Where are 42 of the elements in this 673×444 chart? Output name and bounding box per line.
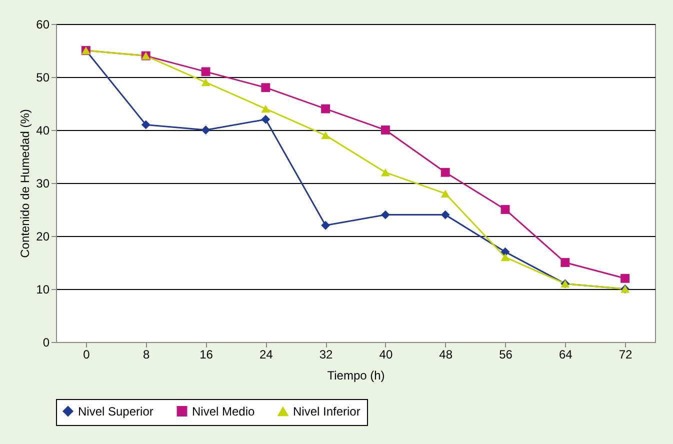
point xyxy=(500,205,510,214)
point xyxy=(380,126,390,134)
y-tick-label: 0 xyxy=(42,336,50,350)
point xyxy=(380,168,390,176)
y-tick-label: 20 xyxy=(36,230,50,244)
point xyxy=(201,78,210,86)
y-tick-label: 40 xyxy=(36,124,50,138)
point xyxy=(321,220,330,230)
point xyxy=(321,104,330,114)
x-tick-label: 64 xyxy=(558,348,573,362)
x-tick-label: 72 xyxy=(618,348,633,362)
y-tick-label: 50 xyxy=(36,70,50,84)
point xyxy=(201,67,210,76)
x-tick-label: 56 xyxy=(499,348,513,362)
y-tick-label: 10 xyxy=(36,282,50,296)
point xyxy=(440,190,450,198)
point xyxy=(380,210,390,220)
point xyxy=(261,114,270,124)
legend-label: Nivel Superior xyxy=(78,404,154,418)
y-tick-label: 30 xyxy=(36,176,50,190)
point xyxy=(201,126,210,134)
point xyxy=(261,83,270,92)
x-axis-title: Tiempo (h) xyxy=(327,368,385,382)
x-tick-label: 0 xyxy=(83,348,90,362)
legend-label: Nivel Inferior xyxy=(293,404,360,419)
y-axis-title: Contenido de Humedad (%) xyxy=(18,109,32,258)
x-tick-label: 8 xyxy=(143,348,150,362)
point xyxy=(560,258,570,267)
point xyxy=(321,131,330,140)
x-tick-label: 40 xyxy=(379,348,393,362)
x-tick-label: 24 xyxy=(259,348,274,362)
legend-label: Nivel Medio xyxy=(192,404,256,418)
point xyxy=(500,253,510,262)
point xyxy=(440,210,450,220)
point xyxy=(440,168,450,177)
point xyxy=(620,274,630,283)
point xyxy=(141,120,150,130)
x-tick-label: 16 xyxy=(200,348,214,362)
y-tick-label: 60 xyxy=(36,18,50,32)
x-tick-label: 32 xyxy=(319,348,334,362)
point xyxy=(261,104,270,113)
x-tick-label: 48 xyxy=(439,348,453,362)
